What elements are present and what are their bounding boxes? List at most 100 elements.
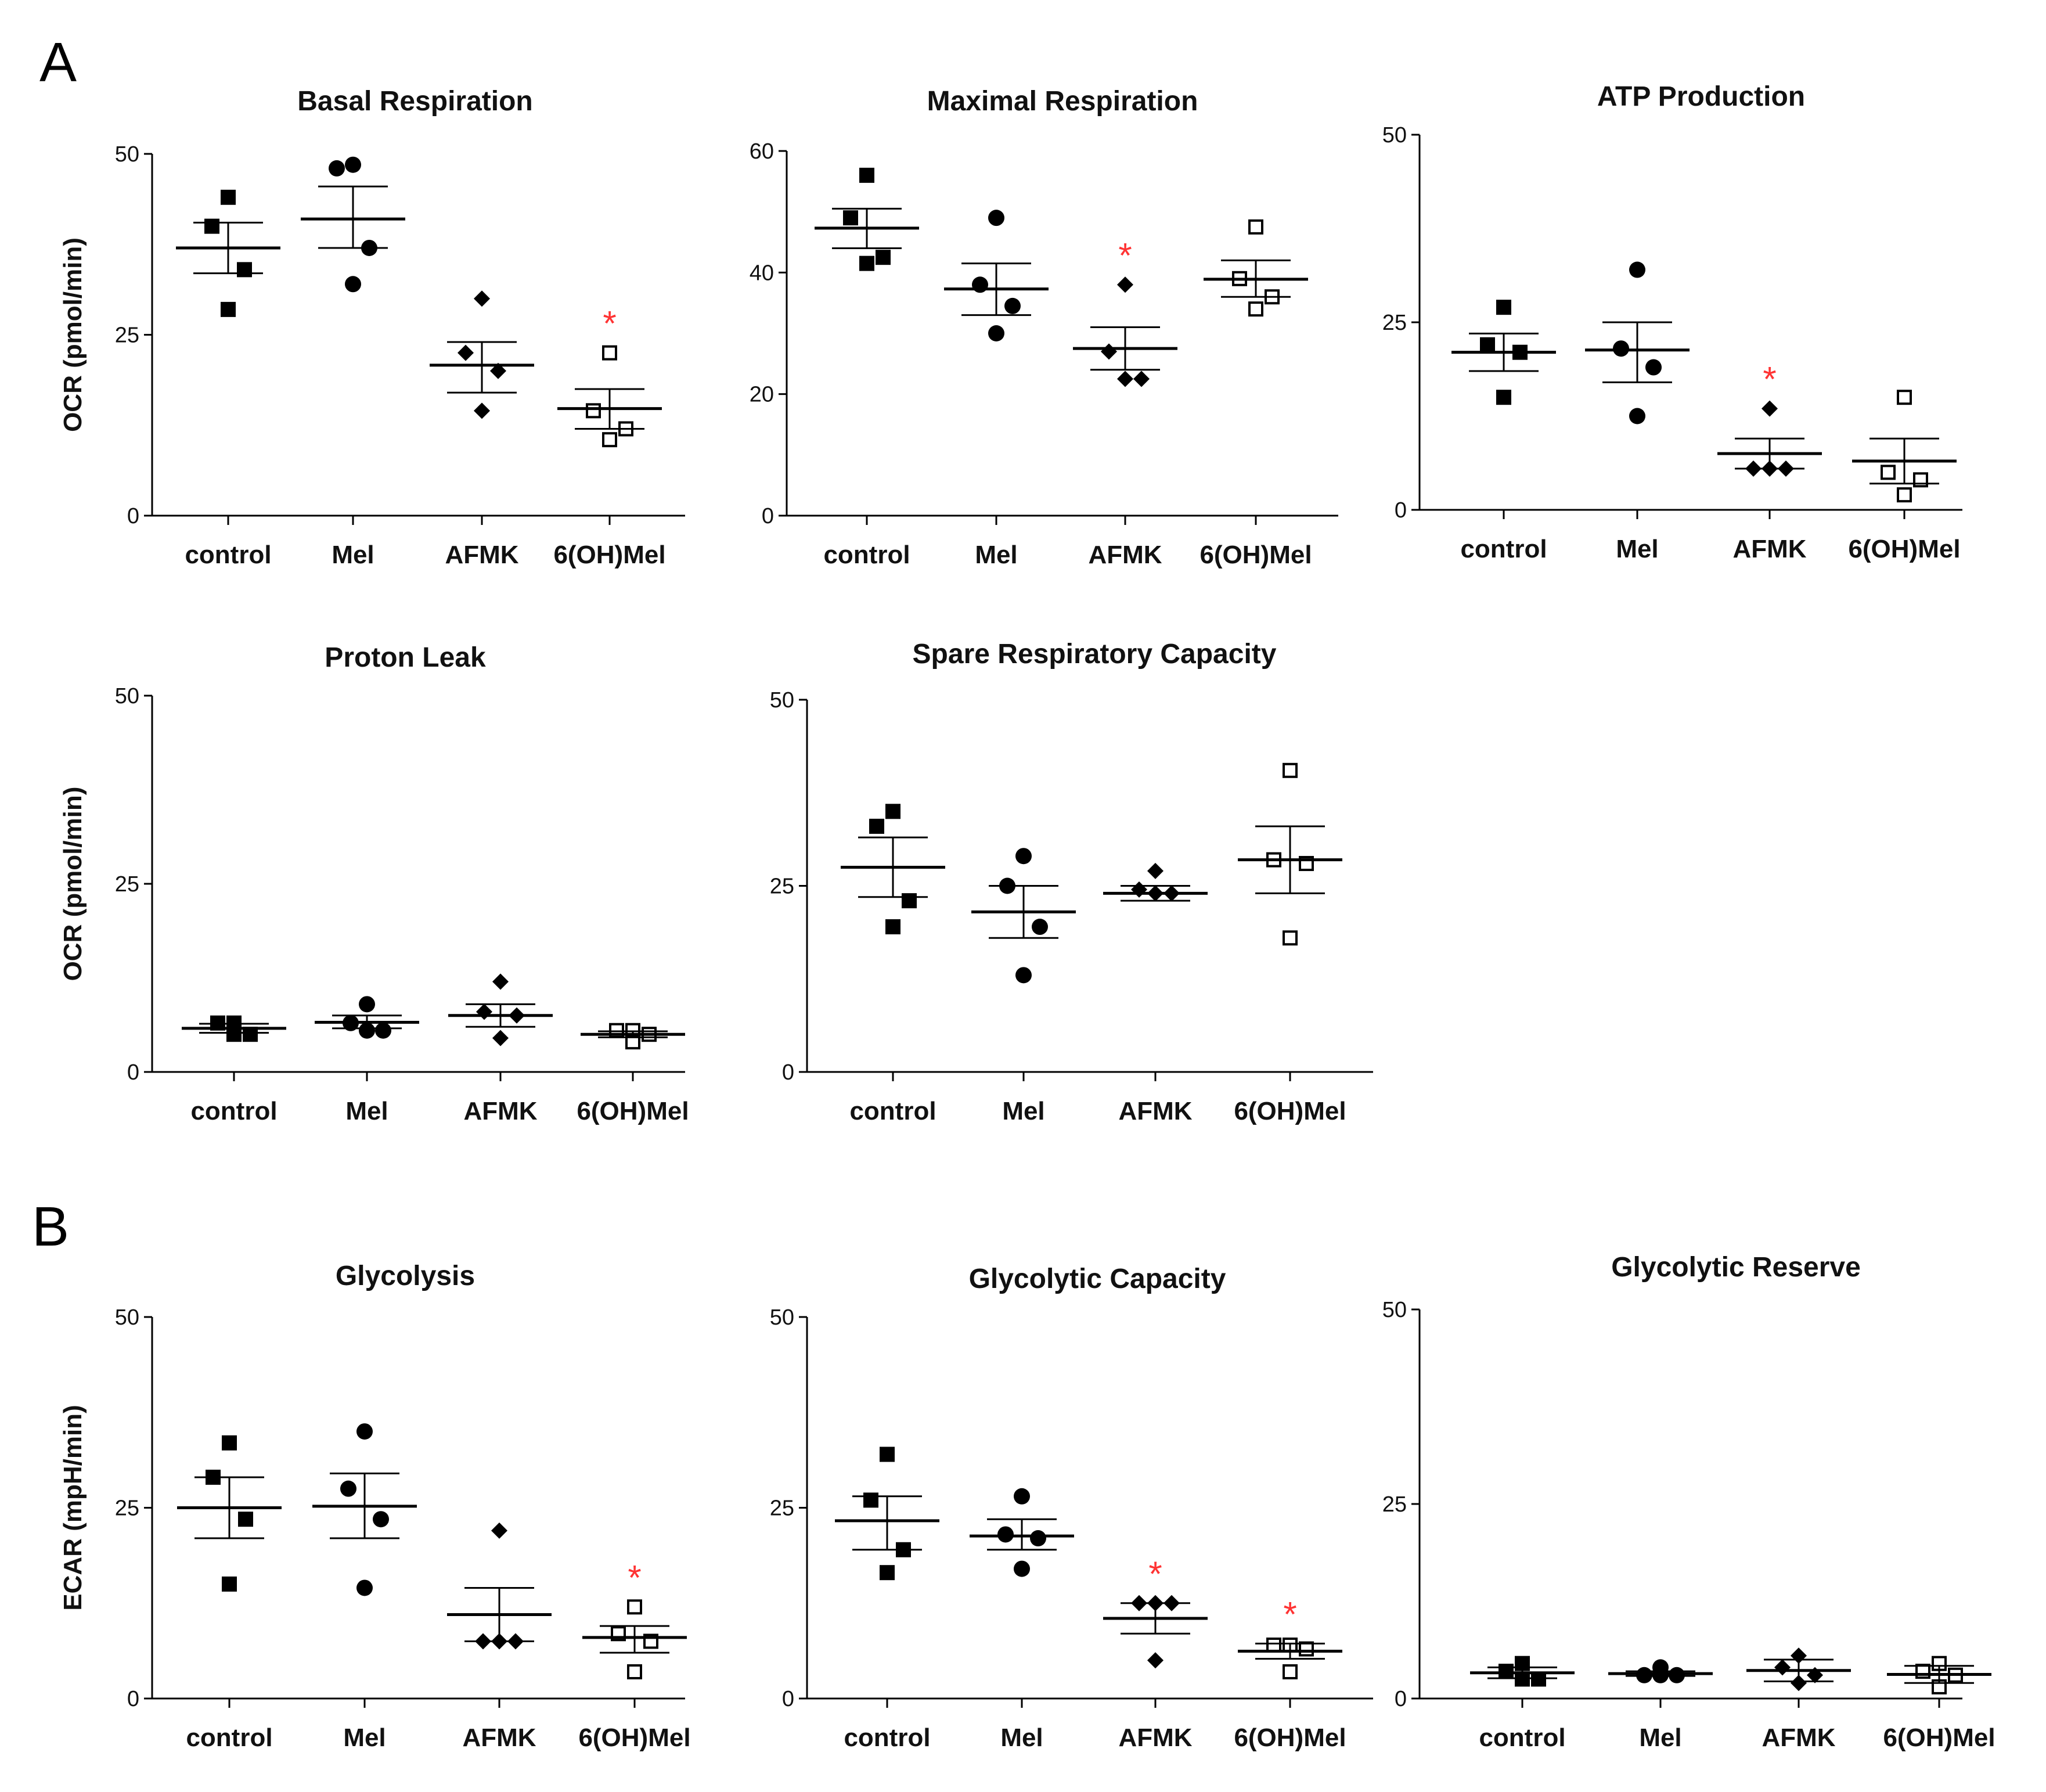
chart-title: ATP Production: [1597, 81, 1805, 112]
x-category-label: AFMK: [463, 1097, 537, 1125]
series-mel: [315, 996, 419, 1039]
y-tick-label: 50: [115, 1305, 139, 1330]
y-tick-label: 25: [115, 872, 139, 897]
series-6ohmel: [1887, 1656, 1991, 1694]
y-tick-label: 50: [1382, 123, 1407, 147]
series-control: [177, 1435, 282, 1592]
x-category-label: control: [1460, 535, 1547, 563]
data-point: [880, 1446, 895, 1462]
data-point: [492, 1030, 509, 1046]
data-point: [359, 1022, 375, 1039]
data-point: [238, 1512, 253, 1527]
y-tick-label: 25: [770, 875, 794, 899]
data-point: [340, 1480, 356, 1497]
data-point: [329, 160, 345, 177]
data-point: [1014, 1488, 1030, 1505]
data-point: [356, 1423, 373, 1440]
x-category-label: AFMK: [1118, 1097, 1192, 1125]
series-afmk: [448, 973, 553, 1046]
series-control: [841, 804, 945, 935]
x-category-label: AFMK: [462, 1723, 536, 1752]
x-category-label: 6(OH)Mel: [1234, 1723, 1346, 1752]
x-category-label: 6(OH)Mel: [1848, 535, 1960, 563]
y-tick-label: 50: [770, 688, 794, 713]
x-category-label: control: [849, 1097, 936, 1125]
data-point: [1496, 390, 1511, 405]
significance-asterisk: *: [1283, 1595, 1296, 1633]
data-point: [876, 250, 891, 265]
data-point: [222, 1435, 237, 1451]
series-afmk: [1746, 1647, 1851, 1692]
series-mel: [1608, 1659, 1713, 1683]
x-category-label: AFMK: [1118, 1723, 1192, 1752]
y-tick-label: 0: [127, 1060, 139, 1085]
data-point: [221, 189, 236, 205]
x-category-label: AFMK: [1732, 535, 1806, 563]
data-point: [458, 344, 474, 361]
x-category-label: Mel: [343, 1723, 386, 1752]
series-6ohmel: [1238, 762, 1342, 946]
data-point: [1791, 1675, 1807, 1692]
data-point: [345, 276, 361, 293]
x-category-label: Mel: [1616, 535, 1658, 563]
x-category-label: Mel: [1639, 1723, 1681, 1752]
x-category-label: Mel: [345, 1097, 388, 1125]
data-point: [1499, 1664, 1514, 1679]
chart-capacity: Glycolytic Capacity 0 25 50 control Mel AFMK 6(…: [770, 1264, 1373, 1752]
series-afmk: *: [1103, 1554, 1208, 1669]
y-tick-label: 0: [1395, 498, 1407, 523]
y-tick-label: 0: [127, 1687, 139, 1711]
data-point: [602, 345, 617, 361]
series-6ohmel: [581, 1023, 685, 1050]
data-point: [843, 210, 858, 226]
series-mel: [944, 210, 1049, 341]
significance-asterisk: *: [1763, 360, 1776, 399]
chart-glycolysis: Glycolysis ECAR (mpH/min) 0 25 50 control Mel A…: [59, 1261, 691, 1752]
x-category-label: control: [186, 1723, 272, 1752]
chart-reserve: Glycolytic Reserve 0 25 50 control Mel AFMK 6(O…: [1382, 1252, 1995, 1752]
y-tick-label: 25: [1382, 311, 1407, 335]
series-mel: [970, 1488, 1074, 1577]
chart-atp: ATP Production 0 25 50 control Mel AFMK 6(OH)Me…: [1382, 81, 1962, 563]
data-point: [345, 156, 361, 173]
x-category-label: 6(OH)Mel: [578, 1723, 690, 1752]
chart-title: Proton Leak: [325, 642, 486, 673]
chart-title: Spare Respiratory Capacity: [913, 639, 1277, 670]
chart-maximal: Maximal Respiration 0 20 40 60 control Mel AFMK…: [750, 86, 1338, 569]
series-control: [1451, 300, 1556, 405]
y-tick-label: 25: [770, 1496, 794, 1521]
x-category-label: Mel: [332, 541, 374, 569]
data-point: [988, 210, 1004, 226]
data-point: [1266, 1638, 1281, 1653]
series-afmk: [447, 1522, 552, 1650]
data-point: [356, 1579, 373, 1596]
y-tick-label: 50: [770, 1305, 794, 1330]
data-point: [359, 996, 375, 1013]
data-point: [1117, 370, 1133, 387]
data-point: [1147, 862, 1164, 879]
data-point: [1496, 300, 1511, 315]
x-category-label: Mel: [975, 541, 1017, 569]
data-point: [1897, 487, 1912, 503]
series-mel: [1585, 261, 1690, 424]
data-point: [1629, 408, 1645, 424]
series-mel: [971, 848, 1076, 984]
data-point: [492, 973, 509, 990]
data-point: [1133, 370, 1150, 387]
data-point: [988, 325, 1004, 341]
data-point: [997, 1526, 1014, 1543]
data-point: [859, 167, 874, 183]
y-tick-label: 0: [1395, 1687, 1407, 1711]
chart-leak: Proton Leak OCR (pmol/min) 0 25 50 control Mel…: [59, 642, 689, 1125]
data-point: [490, 362, 506, 379]
data-point: [627, 1664, 642, 1680]
data-point: [204, 218, 219, 234]
series-6ohmel: *: [1238, 1595, 1342, 1680]
y-tick-label: 0: [782, 1060, 794, 1085]
y-tick-label: 20: [750, 383, 774, 407]
data-point: [1645, 359, 1662, 376]
data-point: [586, 403, 601, 419]
x-category-label: AFMK: [445, 541, 518, 569]
data-point: [1629, 261, 1645, 278]
